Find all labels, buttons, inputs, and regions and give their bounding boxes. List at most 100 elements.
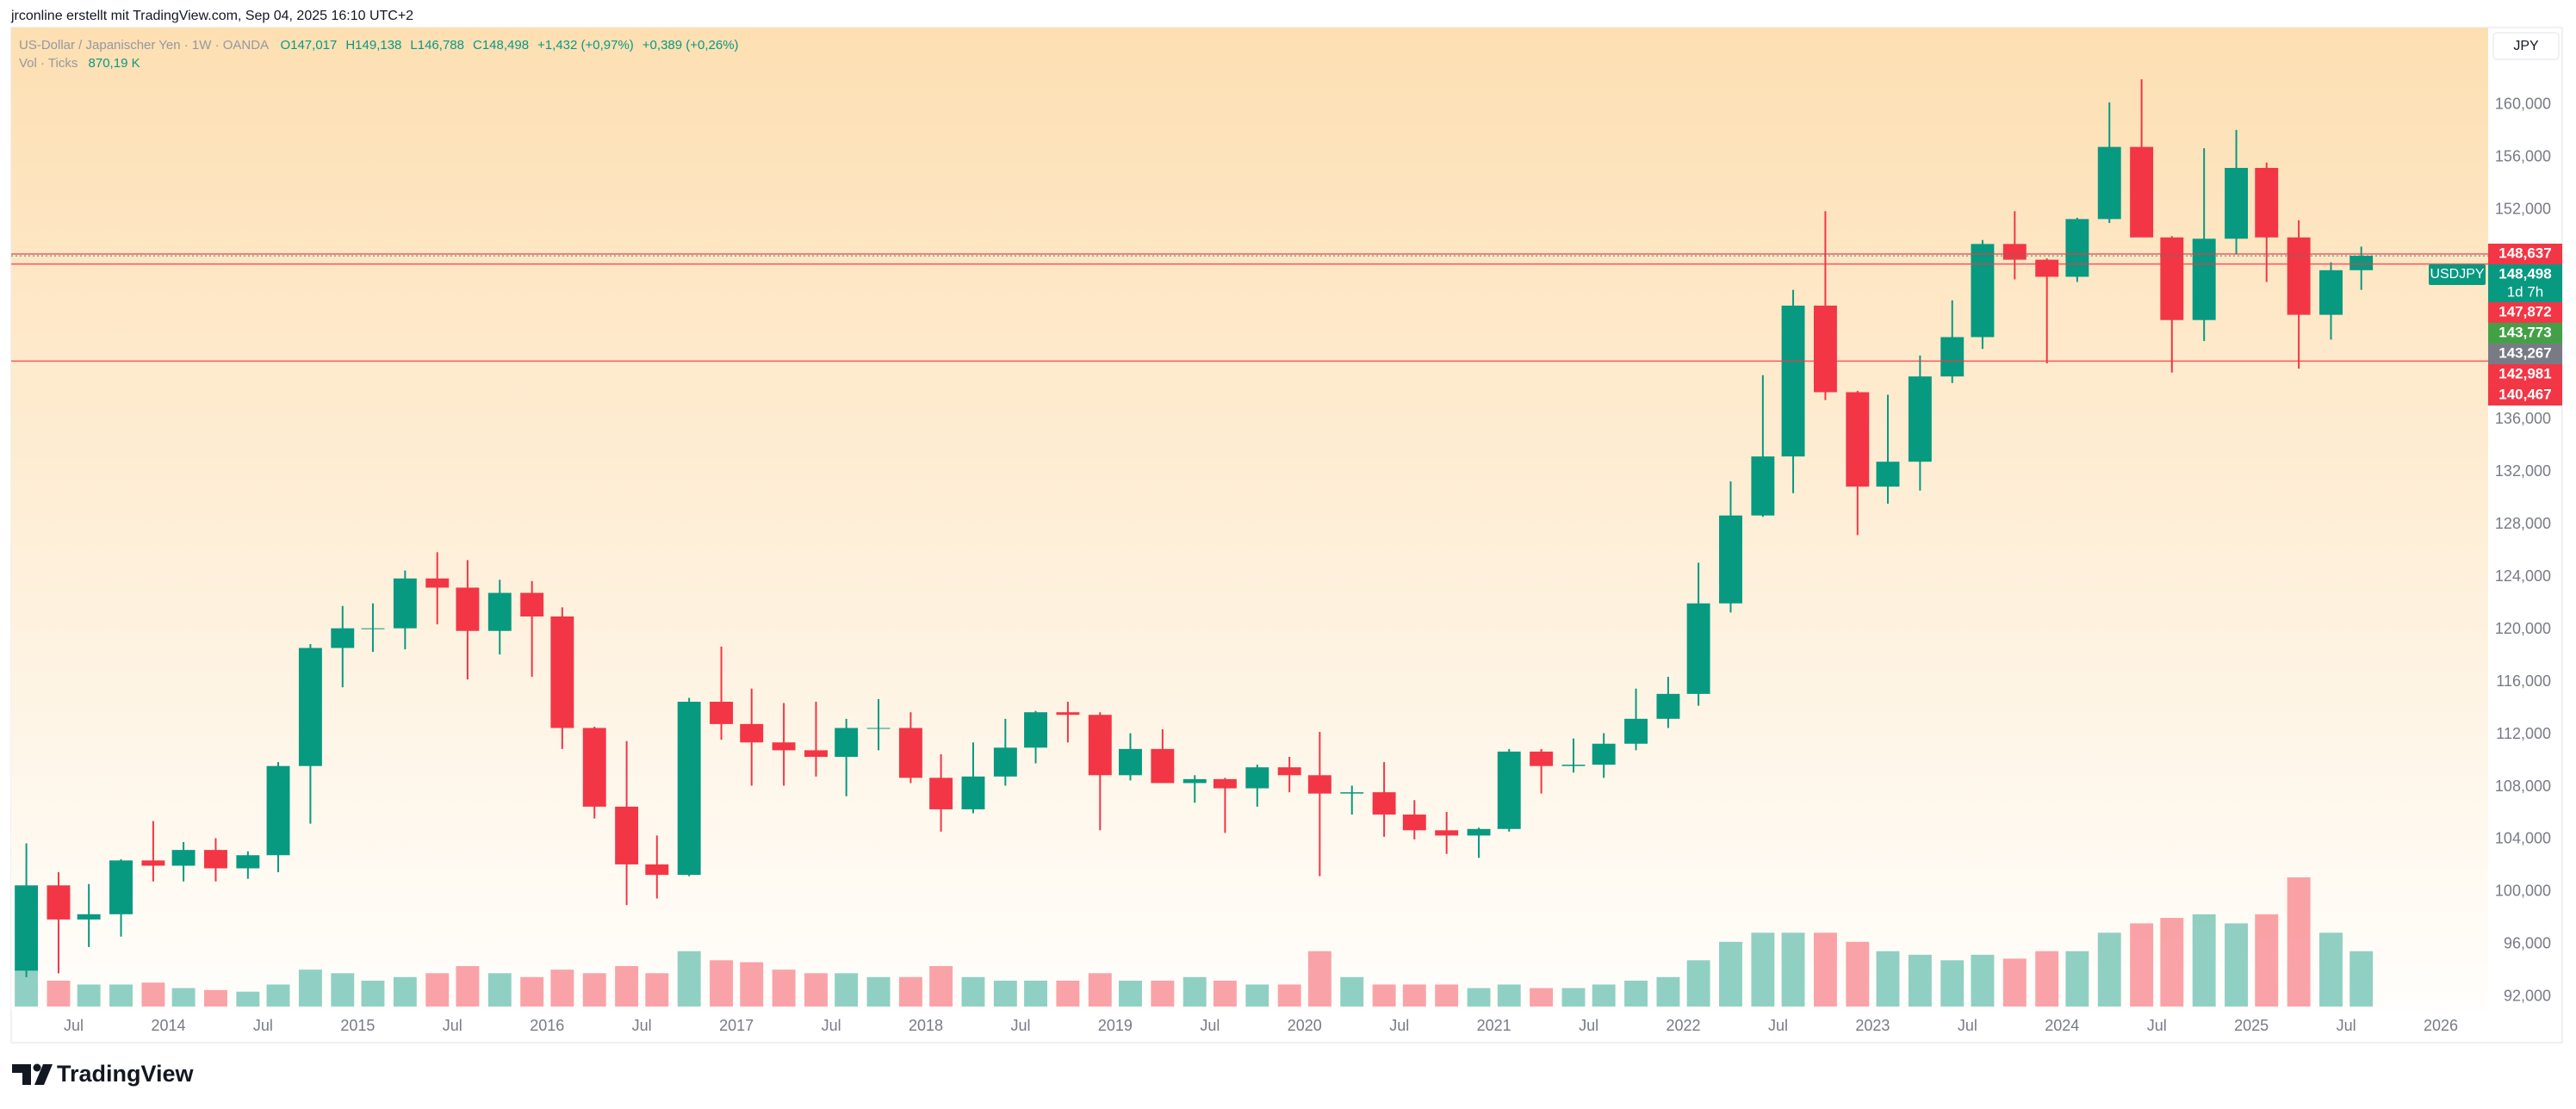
candle-body (1751, 456, 1775, 516)
x-tick-label: 2025 (2234, 1017, 2269, 1034)
y-tick-label: 116,000 (2496, 672, 2551, 690)
candle-body (1056, 712, 1080, 716)
candle-body (1561, 765, 1586, 766)
x-tick-label: 2017 (719, 1017, 754, 1034)
candle-body (1686, 603, 1710, 694)
volume-bar (2002, 958, 2027, 1007)
candle-body (1372, 792, 1396, 815)
x-tick-label: 2026 (2424, 1017, 2458, 1034)
level-badge (2488, 322, 2562, 344)
volume-bar (1372, 984, 1396, 1007)
volume-bar (1846, 941, 1870, 1007)
x-tick-label: Jul (1579, 1017, 1598, 1034)
candle-body (520, 592, 544, 616)
x-tick-label: 2019 (1098, 1017, 1133, 1034)
volume-bar (2065, 951, 2089, 1007)
legend-ohlc: C148,498 (473, 38, 529, 53)
logo: TradingView (12, 1061, 195, 1087)
x-tick-label: Jul (2147, 1017, 2167, 1034)
candle-body (1846, 392, 1870, 487)
logo-mark (33, 1063, 41, 1072)
candle-body (2192, 239, 2216, 320)
candle-body (710, 702, 733, 724)
legend-ohlc: L146,788 (410, 38, 464, 53)
price-badge (2488, 263, 2562, 302)
volume-bar (1876, 951, 1900, 1007)
volume-bar (615, 965, 639, 1007)
volume-bar (804, 973, 828, 1007)
candle-body (1340, 792, 1364, 794)
volume-bar (961, 976, 985, 1007)
volume-bar (393, 976, 417, 1007)
candle-body (1467, 828, 1491, 836)
candle-body (204, 850, 227, 869)
volume-bar (2160, 918, 2184, 1007)
x-tick-label: Jul (64, 1017, 84, 1034)
y-tick-label: 120,000 (2495, 620, 2551, 637)
y-tick-label: 104,000 (2495, 830, 2551, 847)
volume-bar (898, 976, 922, 1007)
x-tick-label: 2021 (1477, 1017, 1511, 1034)
price-badge-label: 148,498 (2498, 265, 2551, 282)
candle-body (1876, 462, 1900, 487)
volume-bar (1656, 976, 1680, 1007)
volume-bar (1213, 980, 1237, 1007)
volume-bar (1151, 980, 1175, 1007)
candle-body (1307, 775, 1331, 794)
volume-bar (487, 973, 512, 1007)
candle-body (2349, 256, 2374, 270)
volume-bar (710, 960, 733, 1007)
symbol-tag (2429, 263, 2486, 285)
volume-bar (866, 976, 891, 1007)
volume-bar (772, 970, 796, 1007)
level-badge (2488, 343, 2562, 364)
legend-volume: Vol · Ticks 870,19 K (19, 56, 140, 71)
candle-body (1530, 751, 1554, 766)
candle-body (2225, 168, 2249, 239)
candle-body (77, 914, 101, 920)
candle-body (266, 765, 290, 856)
candle-body (298, 647, 322, 766)
candle-body (2287, 237, 2311, 315)
volume-bar (1245, 984, 1269, 1007)
level-badge (2488, 384, 2562, 406)
y-tick-label: 108,000 (2495, 778, 2551, 795)
x-tick-label: Jul (1010, 1017, 1030, 1034)
volume-bar (456, 965, 480, 1007)
candle-body (487, 592, 512, 631)
legend-ohlc: +0,389 (+0,26%) (642, 38, 739, 53)
volume-bar (77, 984, 101, 1007)
currency-button-label[interactable]: JPY (2513, 39, 2539, 53)
volume-bar (2192, 914, 2216, 1007)
level-badge-label: 140,467 (2498, 386, 2551, 402)
candle-body (804, 750, 828, 757)
volume-bar (266, 984, 290, 1007)
candle-body (993, 747, 1017, 777)
volume-bar (550, 970, 574, 1007)
volume-bar (1402, 984, 1426, 1007)
volume-bar (1119, 980, 1142, 1007)
level-badge-label: 147,872 (2498, 303, 2551, 319)
candle-body (2160, 237, 2184, 320)
volume-bar (1307, 951, 1331, 1007)
volume-bar (1751, 932, 1775, 1007)
volume-bar (835, 973, 859, 1007)
volume-bar (929, 965, 953, 1007)
y-tick-label: 112,000 (2496, 725, 2551, 742)
x-tick-label: Jul (1768, 1017, 1788, 1034)
candle-body (2002, 244, 2027, 260)
candle-body (2255, 168, 2279, 238)
candle-body (2097, 146, 2121, 220)
logo-mark (34, 1064, 53, 1085)
volume-bar (2035, 951, 2059, 1007)
candle-body (1971, 244, 1995, 338)
candle-body (1088, 715, 1112, 776)
volume-bar (582, 973, 606, 1007)
legend-ohlc: +1,432 (+0,97%) (537, 38, 634, 53)
volume-bar (993, 980, 1017, 1007)
volume-bar (1435, 984, 1459, 1007)
level-badge (2488, 363, 2562, 385)
currency-button[interactable] (2492, 32, 2560, 60)
y-tick-label: 156,000 (2495, 148, 2551, 165)
